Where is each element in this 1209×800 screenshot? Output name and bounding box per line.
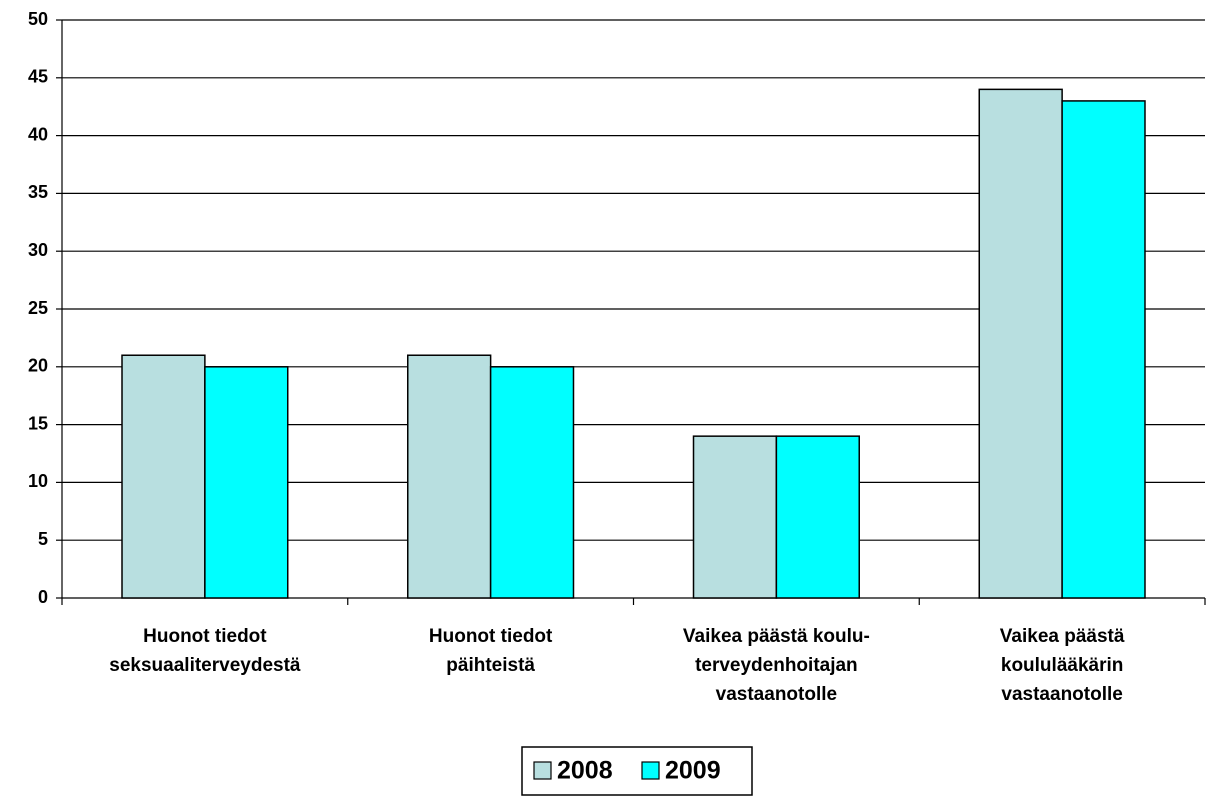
legend-label: 2009 — [665, 757, 721, 785]
y-tick-label: 15 — [28, 413, 48, 433]
x-tick-label: Vaikea päästä koulu- — [683, 626, 870, 647]
bar — [204, 366, 289, 599]
bar — [978, 88, 1063, 599]
x-tick-label: vastaanotolle — [716, 684, 837, 705]
legend-label: 2008 — [557, 757, 613, 785]
bar — [121, 354, 206, 599]
x-tick-label: Vaikea päästä — [1000, 626, 1125, 647]
y-tick-label: 30 — [28, 240, 48, 260]
bar — [692, 435, 778, 599]
y-tick-label: 45 — [28, 67, 48, 87]
y-tick-label: 50 — [28, 9, 48, 29]
legend-swatch — [641, 761, 660, 780]
x-tick-label: Huonot tiedot — [429, 626, 553, 647]
x-tick-label: päihteistä — [446, 655, 535, 676]
legend-swatch — [533, 761, 552, 780]
legend-box — [521, 746, 753, 796]
x-tick-label: koululääkärin — [1001, 655, 1124, 676]
x-tick-label: terveydenhoitajan — [695, 655, 858, 676]
x-tick-label: Huonot tiedot — [143, 626, 267, 647]
y-tick-label: 35 — [28, 182, 48, 202]
y-tick-label: 20 — [28, 356, 48, 376]
y-tick-label: 0 — [38, 587, 48, 607]
x-tick-label: seksuaaliterveydestä — [109, 655, 301, 676]
bar — [407, 354, 492, 599]
y-tick-label: 40 — [28, 124, 48, 144]
y-tick-label: 10 — [28, 471, 48, 491]
bar — [489, 366, 575, 599]
y-tick-label: 25 — [28, 298, 48, 318]
x-tick-label: vastaanotolle — [1001, 684, 1122, 705]
bar — [775, 435, 860, 599]
bar — [1061, 100, 1146, 599]
y-tick-label: 5 — [38, 529, 48, 549]
